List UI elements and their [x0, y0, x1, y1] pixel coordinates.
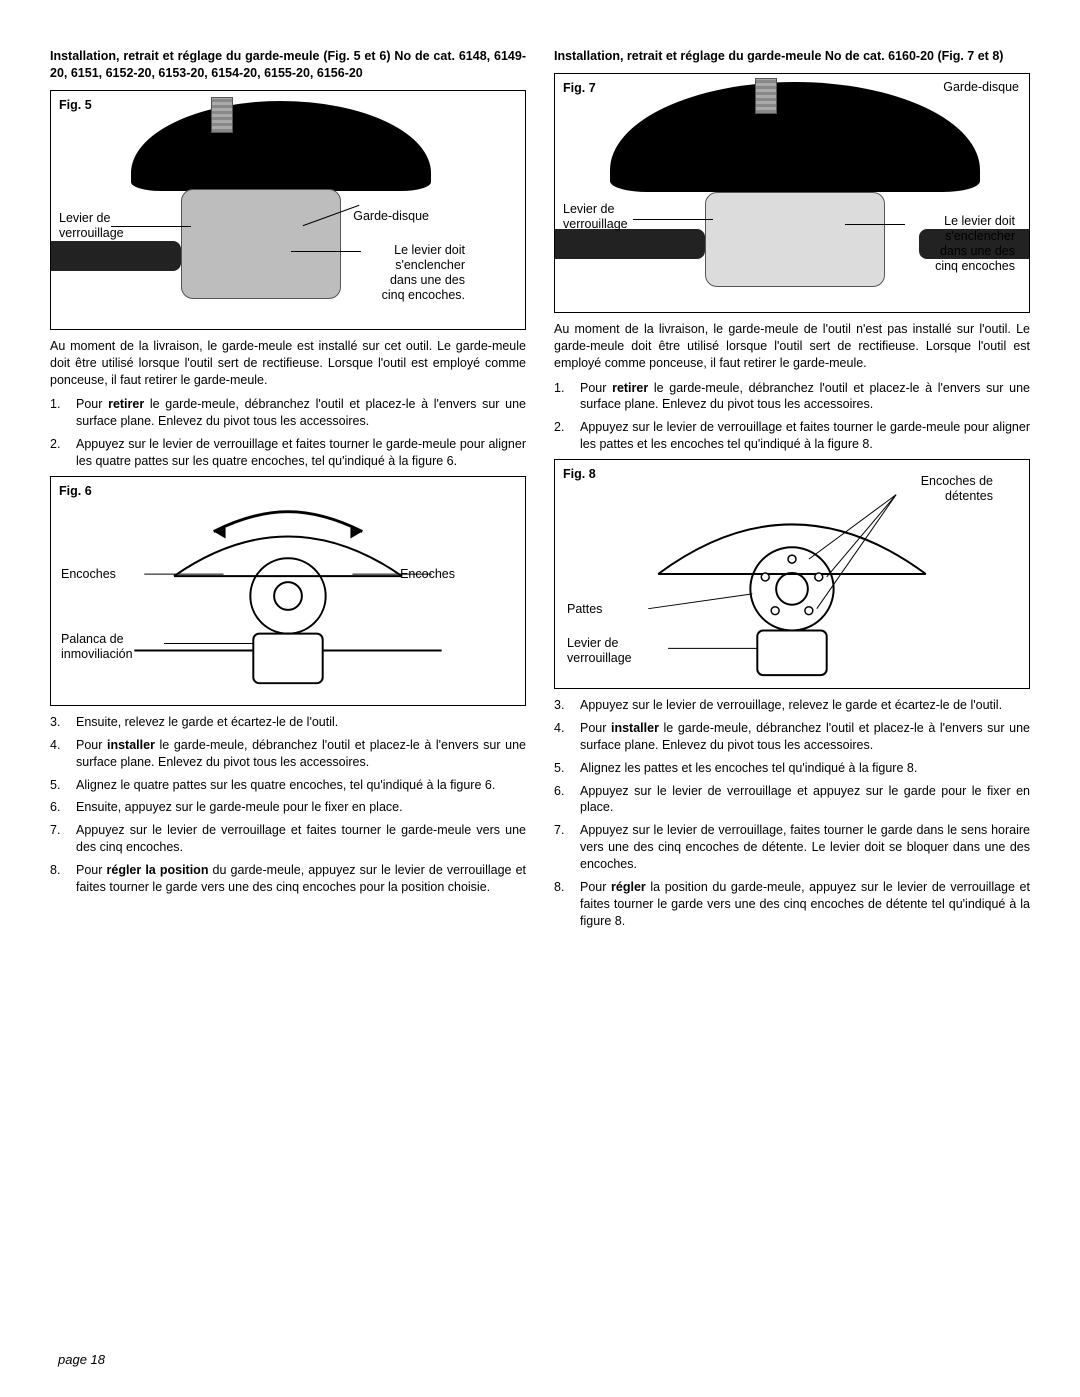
- fig7-cap-note2: s'enclencher: [945, 229, 1015, 245]
- fig8-cap-enc2: détentes: [945, 489, 993, 505]
- right-heading: Installation, retrait et réglage du gard…: [554, 48, 1030, 65]
- fig5-cap-note4: cinq encoches.: [382, 288, 465, 304]
- fig5-cap-note3: dans une des: [390, 273, 465, 289]
- figure-6: Fig. 6 Encoches Encoche: [50, 476, 526, 706]
- fig7-cap-note3: dans une des: [940, 244, 1015, 260]
- right-step-4: Pour installer le garde-meule, débranche…: [580, 720, 1030, 754]
- fig5-label: Fig. 5: [59, 97, 92, 114]
- fig5-cap-lever2: verrouillage: [59, 226, 124, 242]
- left-step-7: Appuyez sur le levier de verrouillage et…: [76, 822, 526, 856]
- right-steps-bottom: 3.Appuyez sur le levier de verrouillage,…: [554, 697, 1030, 930]
- left-steps-bottom: 3.Ensuite, relevez le garde et écartez-l…: [50, 714, 526, 896]
- fig7-cap-note1: Le levier doit: [944, 214, 1015, 230]
- fig6-cap-pal1: Palanca de: [61, 632, 124, 648]
- right-step-7: Appuyez sur le levier de verrouillage, f…: [580, 822, 1030, 873]
- fig8-cap-pattes: Pattes: [567, 602, 602, 618]
- fig7-cap-guard: Garde-disque: [943, 80, 1019, 96]
- fig5-cap-note2: s'enclencher: [395, 258, 465, 274]
- right-intro: Au moment de la livraison, le garde-meul…: [554, 321, 1030, 372]
- fig8-cap-enc1: Encoches de: [921, 474, 993, 490]
- fig6-cap-enc-r: Encoches: [400, 567, 455, 583]
- page-number: page 18: [58, 1351, 105, 1369]
- fig8-cap-lev1: Levier de: [567, 636, 618, 652]
- right-step-8: Pour régler la position du garde-meule, …: [580, 879, 1030, 930]
- left-column: Installation, retrait et réglage du gard…: [50, 48, 526, 936]
- fig8-cap-lev2: verrouillage: [567, 651, 632, 667]
- fig5-cap-note1: Le levier doit: [394, 243, 465, 259]
- right-steps-top: 1.Pour retirer le garde-meule, débranche…: [554, 380, 1030, 454]
- fig7-cap-lev1: Levier de: [563, 202, 614, 218]
- left-step-5: Alignez le quatre pattes sur les quatre …: [76, 777, 526, 794]
- figure-7: Fig. 7 Garde-disque Levier de verrouilla…: [554, 73, 1030, 313]
- fig6-cap-pal2: inmoviliación: [61, 647, 133, 663]
- fig6-cap-enc-l: Encoches: [61, 567, 116, 583]
- figure-8: Fig. 8 E: [554, 459, 1030, 689]
- left-step-8: Pour régler la position du garde-meule, …: [76, 862, 526, 896]
- left-intro: Au moment de la livraison, le garde-meul…: [50, 338, 526, 389]
- fig5-cap-lever1: Levier de: [59, 211, 110, 227]
- left-steps-top: 1.Pour retirer le garde-meule, débranche…: [50, 396, 526, 470]
- right-step-1: Pour retirer le garde-meule, débranchez …: [580, 380, 1030, 414]
- left-step-4: Pour installer le garde-meule, débranche…: [76, 737, 526, 771]
- right-step-2: Appuyez sur le levier de verrouillage et…: [580, 419, 1030, 453]
- fig5-cap-guard: Garde-disque: [353, 209, 429, 225]
- figure-5: Fig. 5 Levier de verrouillage Garde-disq…: [50, 90, 526, 330]
- right-step-3: Appuyez sur le levier de verrouillage, r…: [580, 697, 1030, 714]
- left-heading: Installation, retrait et réglage du gard…: [50, 48, 526, 82]
- left-step-3: Ensuite, relevez le garde et écartez-le …: [76, 714, 526, 731]
- right-step-6: Appuyez sur le levier de verrouillage et…: [580, 783, 1030, 817]
- left-step-6: Ensuite, appuyez sur le garde-meule pour…: [76, 799, 526, 816]
- fig7-cap-note4: cinq encoches: [935, 259, 1015, 275]
- left-step-2: Appuyez sur le levier de verrouillage et…: [76, 436, 526, 470]
- right-step-5: Alignez les pattes et les encoches tel q…: [580, 760, 1030, 777]
- fig7-label: Fig. 7: [563, 80, 596, 97]
- right-column: Installation, retrait et réglage du gard…: [554, 48, 1030, 936]
- left-step-1: Pour retirer le garde-meule, débranchez …: [76, 396, 526, 430]
- fig7-cap-lev2: verrouillage: [563, 217, 628, 233]
